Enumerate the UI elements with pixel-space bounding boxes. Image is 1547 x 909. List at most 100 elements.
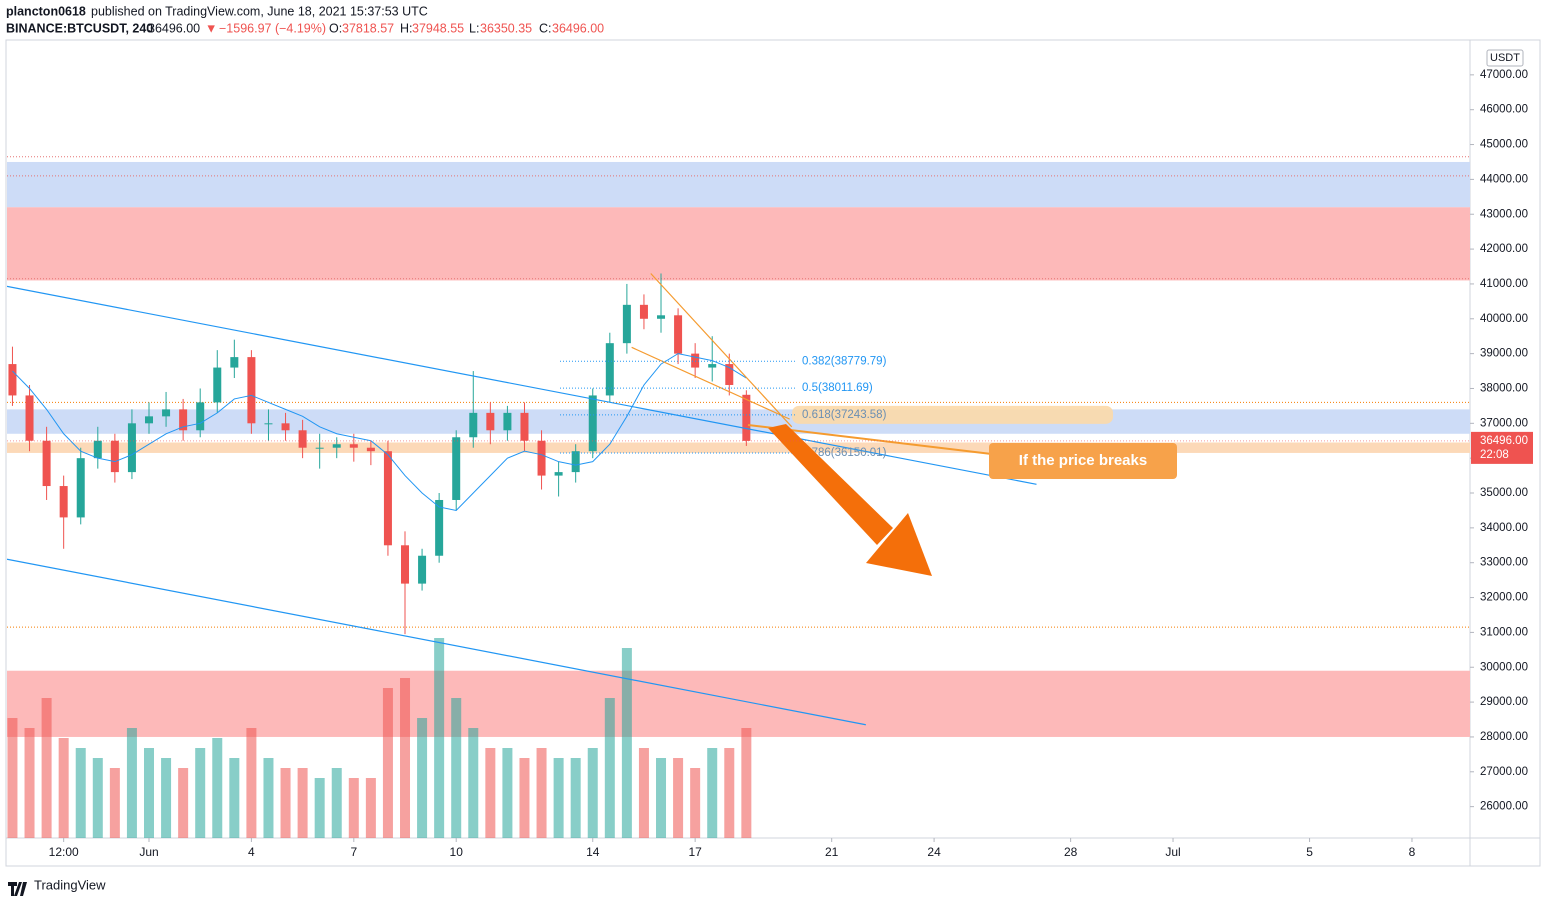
candle-body: [349, 444, 358, 448]
x-tick-label: Jun: [139, 845, 158, 859]
volume-bar: [382, 688, 393, 838]
candle-body: [42, 440, 51, 487]
candle-body: [469, 412, 478, 438]
x-tick-label: 4: [248, 845, 255, 859]
candle-body: [622, 304, 631, 344]
y-tick-label: 33000.00: [1480, 557, 1528, 569]
currency: USDT: [1490, 52, 1520, 64]
zone: [7, 442, 1470, 453]
volume-bar: [621, 648, 632, 838]
candle-body: [725, 364, 734, 385]
countdown: 22:08: [1480, 449, 1509, 461]
volume-bar: [92, 758, 103, 838]
y-tick-label: 47000.00: [1480, 69, 1528, 81]
candle-body: [247, 357, 256, 424]
candle-body: [691, 353, 700, 368]
candle-body: [144, 416, 153, 424]
volume-bar: [485, 748, 496, 838]
volume-bar: [690, 768, 701, 838]
volume-bar: [451, 698, 462, 838]
published: published on TradingView.com, June 18, 2…: [91, 4, 428, 18]
volume-bar: [24, 728, 35, 838]
x-tick-label: 8: [1409, 845, 1416, 859]
x-tick-label: 10: [450, 845, 464, 859]
candle-body: [588, 395, 597, 452]
candle-body: [315, 447, 324, 449]
volume-bar: [638, 748, 649, 838]
brand: TradingView: [34, 877, 106, 892]
volume-bar: [365, 778, 376, 838]
moving-average: [12, 353, 747, 511]
fib-label: 0.786(36150.01): [802, 447, 887, 459]
volume-bar: [143, 748, 154, 838]
candle-body: [503, 412, 512, 431]
x-tick-label: Jul: [1165, 845, 1180, 859]
arrow-shaft: [768, 424, 893, 545]
volume-bar: [400, 678, 411, 838]
volume-bar: [673, 758, 684, 838]
volume-bar: [741, 728, 752, 838]
last-price-box: [1471, 431, 1533, 464]
candle-body: [418, 555, 427, 584]
y-tick-label: 26000.00: [1480, 801, 1528, 813]
zone: [7, 161, 1470, 208]
price: 36496.00: [148, 21, 200, 35]
volume-bar: [178, 768, 189, 838]
volume-bar: [75, 748, 86, 838]
volume-bar: [41, 698, 52, 838]
volume-bar: [263, 758, 274, 838]
candle-body: [708, 364, 717, 368]
annotation: If the price breaks: [1019, 452, 1147, 469]
candle-body: [162, 409, 171, 417]
trendline: [650, 273, 793, 428]
volume-bar: [229, 758, 240, 838]
candle-body: [554, 472, 563, 476]
candle-body: [605, 343, 614, 396]
x-tick-label: 12:00: [49, 845, 79, 859]
o-value: 37818.57: [342, 21, 394, 35]
volume-bar: [297, 768, 308, 838]
volume-bar: [246, 728, 257, 838]
zone: [7, 207, 1470, 281]
y-tick-label: 35000.00: [1480, 487, 1528, 499]
frame: [5, 39, 1541, 867]
candle-body: [179, 409, 188, 431]
y-tick-label: 31000.00: [1480, 626, 1528, 638]
candle-body: [298, 430, 307, 448]
y-tick-label: 45000.00: [1480, 139, 1528, 151]
volume-bar: [331, 768, 342, 838]
x-tick-label: 24: [927, 845, 941, 859]
fib-label: 0.382(38779.79): [802, 355, 887, 367]
arrow-head: [866, 513, 932, 576]
candle-body: [639, 304, 648, 319]
candle-body: [435, 499, 444, 556]
y-tick-label: 44000.00: [1480, 173, 1528, 185]
volume-bar: [707, 748, 718, 838]
fib-label: 0.618(37243.58): [802, 409, 887, 421]
candle-body: [401, 545, 410, 584]
candle-body: [383, 451, 392, 546]
y-tick-label: 34000.00: [1480, 522, 1528, 534]
candle-body: [59, 486, 68, 518]
volume-bar: [161, 758, 172, 838]
volume-bar: [417, 718, 428, 838]
x-tick-label: 28: [1064, 845, 1078, 859]
volume-bar: [604, 698, 615, 838]
l-label: L:: [469, 21, 479, 35]
volume-bar: [109, 768, 120, 838]
y-tick-label: 46000.00: [1480, 104, 1528, 116]
o-label: O:: [329, 21, 342, 35]
candle-body: [264, 423, 273, 425]
candle-body: [8, 364, 17, 396]
y-tick-label: 41000.00: [1480, 278, 1528, 290]
c-label: C:: [539, 21, 552, 35]
volume-bar: [7, 718, 18, 838]
h-value: 37948.55: [412, 21, 464, 35]
fib-label: 0.5(38011.69): [802, 382, 873, 394]
last-price: 36496.00: [1480, 435, 1528, 447]
volume-bar: [536, 748, 547, 838]
x-tick-label: 17: [688, 845, 702, 859]
candle-body: [366, 447, 375, 452]
down-icon: ▼: [205, 21, 217, 35]
